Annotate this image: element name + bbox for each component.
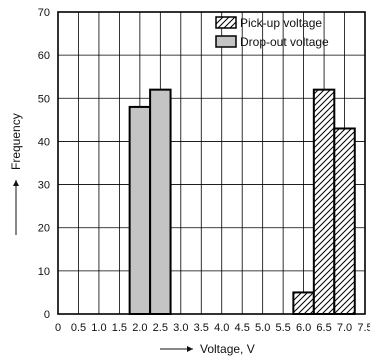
y-tick-label: 10 — [38, 266, 50, 278]
x-axis-title-group: Voltage, V — [160, 342, 255, 356]
axis-ticks: 0 0.5 1.0 1.5 2.0 2.5 3.0 3.5 4.0 4.5 5.0 5.5 6.0 6.5… — [38, 7, 370, 334]
x-tick-label: 6.5 — [316, 322, 331, 334]
legend-label-drop-out: Drop-out voltage — [240, 35, 329, 49]
pick-up-bar-1 — [312, 88, 336, 315]
x-tick-label: 6.0 — [296, 322, 311, 334]
x-tick-label: 3.5 — [194, 322, 209, 334]
y-tick-label: 40 — [38, 136, 50, 148]
x-tick-label: 4.0 — [214, 322, 229, 334]
x-tick-label: 0.5 — [71, 322, 86, 334]
x-tick-label: 2.0 — [132, 322, 147, 334]
y-tick-label: 70 — [38, 7, 50, 19]
y-tick-label: 60 — [38, 50, 50, 62]
legend: Pick-up voltage Drop-out voltage — [215, 16, 329, 49]
x-tick-label: 1.0 — [91, 322, 106, 334]
plot-border — [57, 11, 366, 315]
legend-label-pick-up: Pick-up voltage — [240, 16, 322, 30]
drop-out-bar-1 — [149, 88, 172, 315]
y-axis-title-group: Frequency — [9, 113, 23, 235]
y-tick-label: 50 — [38, 93, 50, 105]
y-axis-title: Frequency — [9, 113, 23, 170]
y-tick-label: 0 — [44, 309, 50, 321]
pick-up-bar-2 — [333, 127, 356, 315]
x-tick-label: 7.5 — [357, 322, 370, 334]
legend-swatch-pick-up — [215, 16, 237, 29]
legend-swatch-drop-out — [215, 35, 237, 48]
x-tick-label: 2.5 — [153, 322, 168, 334]
drop-out-bar-0 — [128, 105, 152, 315]
x-tick-label: 5.5 — [275, 322, 290, 334]
x-tick-label: 5.0 — [255, 322, 270, 334]
x-axis-title: Voltage, V — [200, 342, 255, 356]
y-tick-label: 20 — [38, 223, 50, 235]
x-tick-label: 0 — [55, 322, 61, 334]
x-tick-label: 7.0 — [337, 322, 352, 334]
x-tick-label: 4.5 — [235, 322, 250, 334]
pick-up-bar-0 — [292, 291, 315, 315]
plot-frame — [57, 11, 366, 315]
x-tick-label: 1.5 — [112, 322, 127, 334]
x-tick-label: 3.0 — [173, 322, 188, 334]
y-tick-label: 30 — [38, 180, 50, 192]
